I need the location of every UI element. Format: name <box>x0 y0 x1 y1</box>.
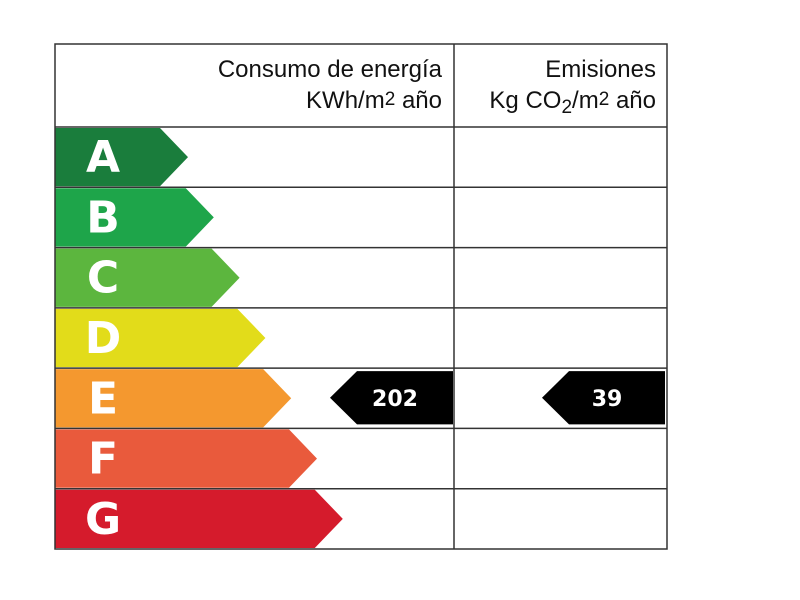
class-bar-A <box>55 128 188 187</box>
class-bar-B <box>55 188 214 247</box>
superscript: 2 <box>598 89 610 110</box>
class-bar-F <box>55 429 317 488</box>
emissions-title: Emisiones <box>545 56 656 83</box>
class-bar-G <box>55 489 343 548</box>
energy-marker <box>330 371 453 425</box>
emissions-marker <box>542 371 665 425</box>
emissions-value: 39 <box>592 387 623 412</box>
class-bar-C <box>55 248 240 307</box>
class-bar-E <box>55 369 292 428</box>
class-letter-C: C <box>87 253 119 304</box>
energy-title: Consumo de energía <box>217 56 442 83</box>
table-border <box>54 43 668 550</box>
class-letter-A: A <box>86 132 120 183</box>
energy-header: Consumo de energía KWh/m2 año <box>60 55 442 116</box>
superscript: 2 <box>384 89 396 110</box>
class-letter-D: D <box>85 313 122 364</box>
emissions-unit: Kg CO2/m2 año <box>489 87 656 118</box>
energy-unit: KWh/m2 año <box>306 87 442 114</box>
class-letter-G: G <box>85 494 121 545</box>
class-letter-E: E <box>88 373 118 424</box>
emissions-header: Emisiones Kg CO2/m2 año <box>458 55 656 123</box>
class-letter-B: B <box>86 192 120 243</box>
class-letter-F: F <box>88 434 118 485</box>
class-bar-D <box>55 308 266 368</box>
subscript: 2 <box>561 97 573 118</box>
energy-value: 202 <box>372 387 418 412</box>
